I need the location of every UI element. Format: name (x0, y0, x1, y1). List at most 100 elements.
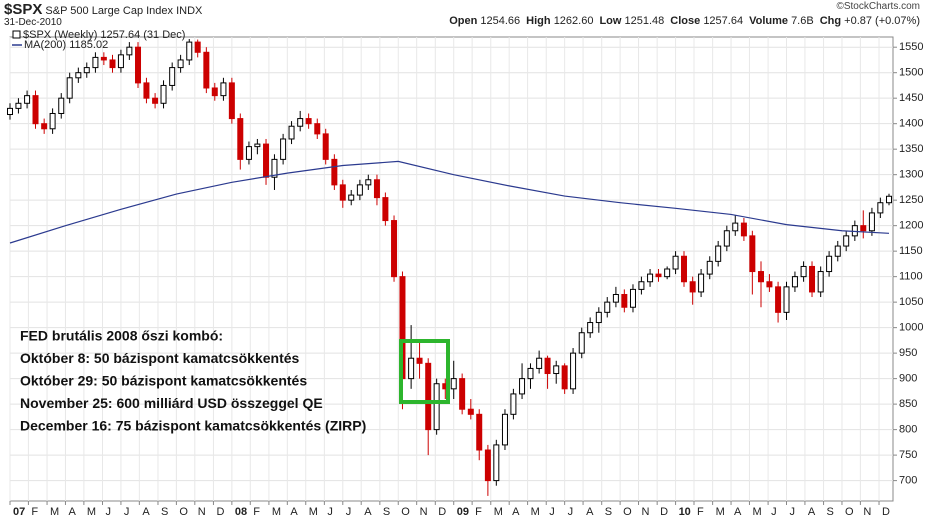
x-tick-label: F (253, 506, 260, 518)
x-tick-label: 09 (457, 506, 469, 518)
annotation: Október 29: 50 bázispont kamatcsökkentés (20, 373, 307, 389)
y-tick-label: 1050 (899, 296, 923, 308)
x-tick-label: M (272, 506, 281, 518)
candle-body (177, 59, 184, 69)
legend-swatch (12, 30, 21, 39)
quote-value: 1257.64 (703, 15, 744, 27)
symbol: $SPX (4, 1, 43, 18)
y-tick-label: 900 (899, 373, 917, 385)
x-tick-label: A (364, 506, 372, 518)
y-tick-label: 700 (899, 475, 917, 487)
x-tick-label: S (161, 506, 168, 518)
candle-body (834, 245, 841, 257)
candle-body (211, 87, 218, 97)
candle-body (365, 179, 372, 186)
candle-body (723, 230, 730, 247)
candle-body (254, 143, 261, 148)
x-tick-label: N (642, 506, 650, 518)
candle-body (305, 118, 312, 125)
candle-body (578, 332, 585, 354)
candle-body (595, 311, 602, 324)
candle-body (510, 393, 517, 415)
candle-body (186, 41, 193, 61)
candle-body (66, 77, 73, 99)
candle-body (800, 265, 807, 278)
candle-body (519, 378, 526, 395)
candle-body (433, 383, 440, 431)
candle-body (220, 82, 227, 97)
candle-body (561, 365, 568, 390)
quote-label: High (526, 15, 551, 27)
candle-body (92, 56, 99, 69)
candle-body (203, 51, 210, 89)
candle-body (339, 184, 346, 201)
candle-body (322, 133, 329, 160)
x-tick-label: M (716, 506, 725, 518)
x-tick-label: M (309, 506, 318, 518)
candle-body (783, 286, 790, 313)
candle-body (621, 293, 628, 308)
candle-body (664, 268, 671, 278)
ma-line (9, 160, 890, 244)
candle-body (553, 365, 560, 375)
x-tick-label: O (401, 506, 410, 518)
annotation: November 25: 600 milliárd USD összeggel … (20, 395, 323, 411)
x-tick-label: F (475, 506, 482, 518)
candle-body (689, 281, 696, 293)
candle-body (373, 179, 380, 199)
candle-body (638, 281, 645, 290)
candle-body (382, 197, 389, 222)
x-tick-label: O (623, 506, 632, 518)
legend-label: $SPX (Weekly) 1257.64 (31 Dec) (23, 29, 185, 41)
candle-body (570, 352, 577, 390)
x-tick-label: M (752, 506, 761, 518)
candle-body (126, 46, 133, 56)
x-tick-label: O (845, 506, 854, 518)
candle-body (860, 225, 867, 232)
candle-body (587, 322, 594, 334)
x-tick-label: J (568, 506, 574, 518)
x-tick-label: M (50, 506, 59, 518)
candle-body (467, 408, 474, 415)
candle-body (152, 97, 159, 104)
x-tick-label: 07 (13, 506, 25, 518)
candle-body (484, 449, 491, 482)
candle-body (425, 362, 432, 431)
candle-body (450, 378, 457, 390)
x-tick-label: D (216, 506, 224, 518)
x-tick-label: S (383, 506, 390, 518)
x-tick-label: 08 (235, 506, 247, 518)
quote-value: 7.6B (791, 15, 814, 27)
exchange: INDX (176, 5, 203, 17)
candle-body (766, 281, 773, 288)
annotation: Október 8: 50 bázispont kamatcsökkentés (20, 350, 300, 366)
candle-body (877, 202, 884, 214)
candle-body (698, 273, 705, 293)
x-tick-label: A (512, 506, 520, 518)
y-tick-label: 1200 (899, 220, 923, 232)
quote: Open 1254.66 High 1262.60 Low 1251.48 Close… (443, 15, 920, 27)
y-tick-label: 750 (899, 449, 917, 461)
candle-body (817, 271, 824, 293)
candle-body (263, 143, 270, 178)
grid: 700 750 800 850 900 950 1000 1050 1100 1150 1200 12… (9, 37, 923, 518)
y-tick-label: 1000 (899, 322, 923, 334)
candle-body (826, 255, 833, 273)
y-tick-label: 1250 (899, 194, 923, 206)
candle-body (7, 107, 13, 116)
x-tick-label: S (605, 506, 612, 518)
quote-label: Open (449, 15, 478, 27)
quote-value: 1262.60 (553, 15, 594, 27)
candle-body (749, 235, 756, 273)
x-tick-label: M (531, 506, 540, 518)
y-tick-label: 800 (899, 424, 917, 436)
candle-body (527, 367, 534, 380)
x-tick-label: A (68, 506, 76, 518)
x-tick-label: J (327, 506, 333, 518)
candle-body (297, 118, 304, 127)
quote-label: Chg (819, 15, 842, 27)
candle-body (160, 84, 167, 104)
marks: $SPX (Weekly) 1257.64 (31 Dec)MA(200) 11… (7, 29, 893, 496)
highlight-box (399, 339, 450, 404)
candle-body (288, 125, 295, 140)
